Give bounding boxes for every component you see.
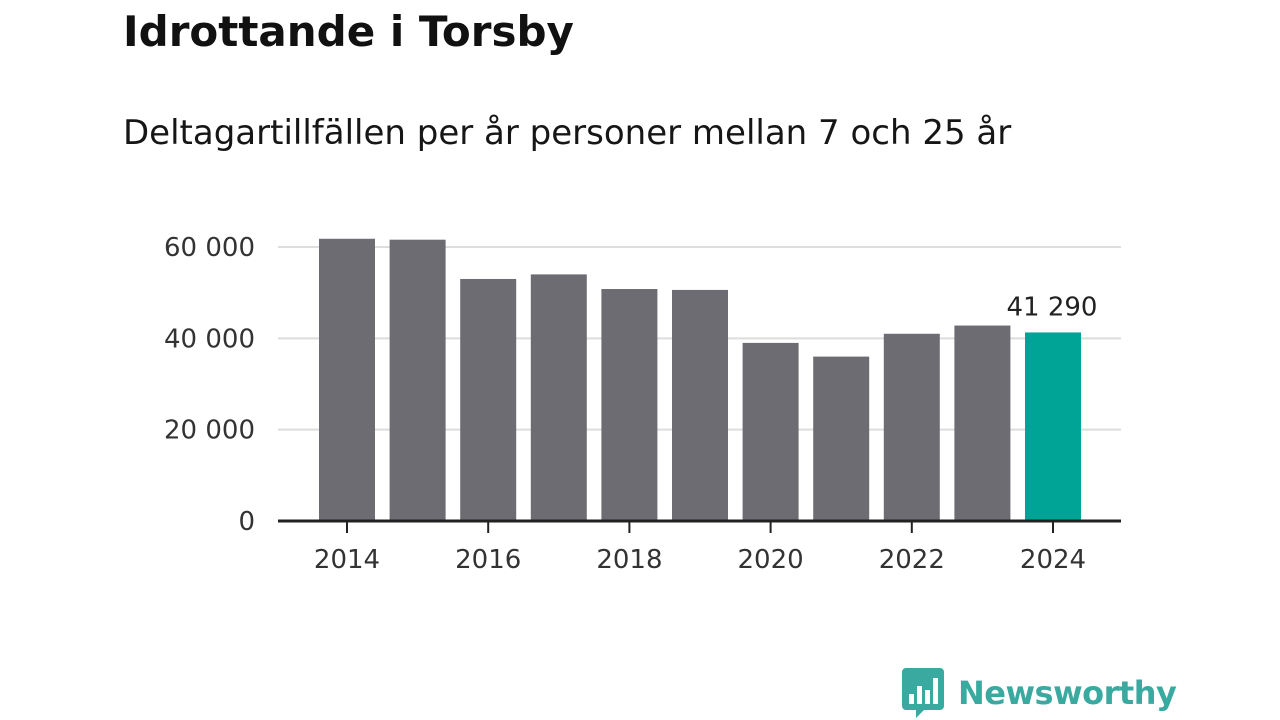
bar-2015 — [389, 239, 446, 521]
chart-title: Idrottande i Torsby — [123, 7, 574, 56]
newsworthy-logo: Newsworthy — [902, 668, 1177, 718]
bar-2022 — [883, 333, 940, 521]
bar-2019 — [672, 289, 728, 521]
x-tick-label: 2018 — [596, 545, 662, 575]
brand-name: Newsworthy — [958, 674, 1177, 712]
data-label-2024: 41 290 — [1007, 292, 1098, 322]
bar-2023 — [954, 325, 1011, 521]
bar-2021 — [813, 356, 870, 521]
axes — [278, 519, 1121, 533]
x-tick-label: 2016 — [455, 545, 521, 575]
y-tick-label: 60 000 — [164, 233, 255, 263]
bar-chart-bubble-icon — [902, 668, 944, 718]
y-tick-label: 20 000 — [164, 416, 255, 446]
bar-2018 — [601, 289, 658, 521]
x-tick-label: 2014 — [314, 545, 380, 575]
x-tick-label: 2022 — [879, 545, 945, 575]
bar-2024 — [1025, 332, 1081, 521]
labels: 0 20 000 40 000 60 000 41 290 2014 2016 2018 202… — [164, 233, 1097, 575]
y-tick-label: 0 — [238, 507, 255, 537]
bar-2020 — [742, 342, 799, 521]
chart-subtitle: Deltagartillfällen per år personer mella… — [123, 113, 1012, 153]
x-tick-label: 2020 — [738, 545, 804, 575]
y-tick-label: 40 000 — [164, 324, 255, 354]
x-tick-label: 2024 — [1020, 545, 1086, 575]
bar-chart: 0 20 000 40 000 60 000 41 290 2014 2016 2018 202… — [164, 233, 1121, 575]
bar-2017 — [530, 274, 587, 521]
bar-2014 — [319, 238, 375, 521]
bar-2016 — [460, 278, 517, 521]
bars — [319, 238, 1081, 521]
